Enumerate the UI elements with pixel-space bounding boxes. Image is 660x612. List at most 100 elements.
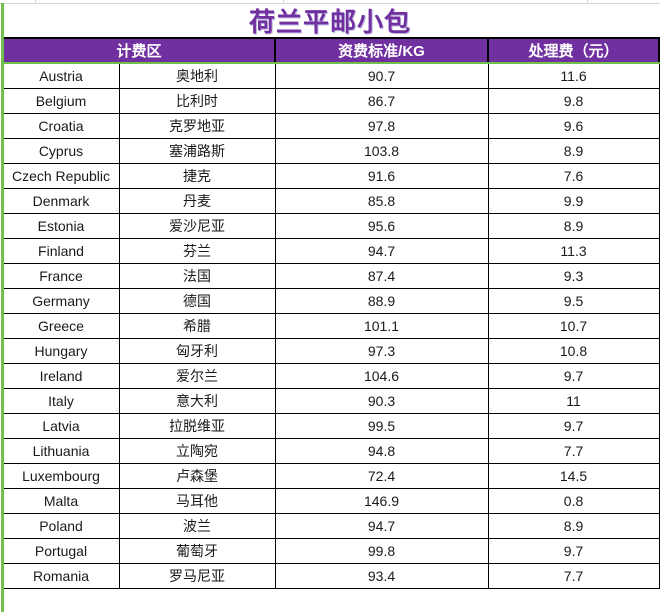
header-rate-per-kg[interactable]: 资费标准/KG — [274, 37, 490, 64]
cell-country-en[interactable]: Hungary — [2, 337, 120, 364]
page-title: 荷兰平邮小包 — [248, 7, 411, 37]
cell-country-en[interactable]: Greece — [2, 312, 120, 339]
cell-fee[interactable]: 10.8 — [487, 337, 660, 364]
cell-fee[interactable]: 9.8 — [487, 87, 660, 114]
cell-fee[interactable]: 11.3 — [487, 237, 660, 264]
cell-country-zh[interactable]: 希腊 — [118, 312, 276, 339]
cell-fee[interactable]: 8.9 — [487, 512, 660, 539]
cell-country-en[interactable]: Denmark — [2, 187, 120, 214]
cell-country-zh[interactable]: 意大利 — [118, 387, 276, 414]
cell-country-zh[interactable]: 波兰 — [118, 512, 276, 539]
cell-country-zh[interactable]: 马耳他 — [118, 487, 276, 514]
cell-fee[interactable]: 9.6 — [487, 112, 660, 139]
cell-country-en[interactable]: Portugal — [2, 537, 120, 564]
cell-rate[interactable]: 94.7 — [274, 237, 489, 264]
cell-fee[interactable]: 10.7 — [487, 312, 660, 339]
cell-country-zh[interactable]: 德国 — [118, 287, 276, 314]
cell-country-en[interactable]: Latvia — [2, 412, 120, 439]
cell-rate[interactable]: 97.8 — [274, 112, 489, 139]
cell-country-en[interactable]: Luxembourg — [2, 462, 120, 489]
cell-fee[interactable]: 11.6 — [487, 62, 660, 89]
table-row: Austria 奥地利 90.7 11.6 — [2, 62, 660, 89]
cell-rate[interactable]: 85.8 — [274, 187, 489, 214]
cell-country-zh[interactable]: 奥地利 — [118, 62, 276, 89]
cell-fee[interactable]: 9.3 — [487, 262, 660, 289]
cell-country-zh[interactable]: 塞浦路斯 — [118, 137, 276, 164]
cell-country-en[interactable]: France — [2, 262, 120, 289]
cell-rate[interactable]: 86.7 — [274, 87, 489, 114]
table-row: Denmark 丹麦 85.8 9.9 — [2, 187, 660, 214]
cell-rate[interactable]: 72.4 — [274, 462, 489, 489]
cell-country-en[interactable]: Cyprus — [2, 137, 120, 164]
cell-country-en[interactable]: Ireland — [2, 362, 120, 389]
header-handling-fee[interactable]: 处理费（元） — [487, 37, 660, 64]
cell-country-en[interactable]: Croatia — [2, 112, 120, 139]
cell-rate[interactable]: 94.8 — [274, 437, 489, 464]
cell-country-en[interactable]: Malta — [2, 487, 120, 514]
cell-rate[interactable]: 90.7 — [274, 62, 489, 89]
header-billing-zone[interactable]: 计费区 — [1, 37, 277, 64]
cell-country-zh[interactable]: 爱尔兰 — [118, 362, 276, 389]
cell-country-zh[interactable]: 罗马尼亚 — [118, 562, 276, 589]
cell-rate[interactable]: 90.3 — [274, 387, 489, 414]
cell-country-en[interactable]: Romania — [2, 562, 120, 589]
cell-country-en[interactable]: Poland — [2, 512, 120, 539]
cell-rate[interactable]: 99.8 — [274, 537, 489, 564]
cell-rate[interactable]: 104.6 — [274, 362, 489, 389]
cell-rate[interactable]: 95.6 — [274, 212, 489, 239]
table-header-row: 计费区 资费标准/KG 处理费（元） — [1, 37, 660, 64]
cell-fee[interactable]: 7.7 — [487, 562, 660, 589]
cell-country-zh[interactable]: 克罗地亚 — [118, 112, 276, 139]
title-cell[interactable]: 荷兰平邮小包 — [2, 4, 658, 37]
cell-country-zh[interactable]: 捷克 — [118, 162, 276, 189]
cell-country-en[interactable]: Lithuania — [2, 437, 120, 464]
cell-country-zh[interactable]: 匈牙利 — [118, 337, 276, 364]
cell-fee[interactable]: 14.5 — [487, 462, 660, 489]
cell-rate[interactable]: 99.5 — [274, 412, 489, 439]
cell-country-en[interactable]: Belgium — [2, 87, 120, 114]
cell-country-zh[interactable]: 法国 — [118, 262, 276, 289]
cell-country-zh[interactable]: 芬兰 — [118, 237, 276, 264]
cell-fee[interactable]: 9.7 — [487, 412, 660, 439]
cell-fee[interactable]: 8.9 — [487, 212, 660, 239]
cell-country-zh[interactable]: 卢森堡 — [118, 462, 276, 489]
cell-country-en[interactable]: Estonia — [2, 212, 120, 239]
cell-country-zh[interactable]: 葡萄牙 — [118, 537, 276, 564]
cell-fee[interactable]: 9.5 — [487, 287, 660, 314]
cell-fee[interactable]: 7.7 — [487, 437, 660, 464]
cell-rate[interactable]: 87.4 — [274, 262, 489, 289]
cell-fee[interactable]: 11 — [487, 387, 660, 414]
cell-country-zh[interactable]: 丹麦 — [118, 187, 276, 214]
cell-rate[interactable]: 103.8 — [274, 137, 489, 164]
cell-country-en[interactable]: Germany — [2, 287, 120, 314]
table-row: Greece 希腊 101.1 10.7 — [2, 312, 660, 339]
cell-fee[interactable]: 0.8 — [487, 487, 660, 514]
cell-country-en[interactable]: Finland — [2, 237, 120, 264]
cell-fee[interactable]: 7.6 — [487, 162, 660, 189]
cell-fee[interactable]: 8.9 — [487, 137, 660, 164]
cell-rate[interactable]: 94.7 — [274, 512, 489, 539]
table-row: Malta 马耳他 146.9 0.8 — [2, 487, 660, 514]
cell-fee[interactable]: 9.9 — [487, 187, 660, 214]
cell-rate[interactable]: 97.3 — [274, 337, 489, 364]
cell-rate[interactable]: 88.9 — [274, 287, 489, 314]
cell-fee[interactable]: 9.7 — [487, 362, 660, 389]
cell-country-zh[interactable]: 立陶宛 — [118, 437, 276, 464]
cell-rate[interactable]: 91.6 — [274, 162, 489, 189]
table-row: Lithuania 立陶宛 94.8 7.7 — [2, 437, 660, 464]
table-row: Romania 罗马尼亚 93.4 7.7 — [2, 562, 660, 589]
cell-country-zh[interactable]: 爱沙尼亚 — [118, 212, 276, 239]
page-break-line-vertical — [1, 3, 4, 612]
cell-country-en[interactable]: Czech Republic — [2, 162, 120, 189]
cell-rate[interactable]: 101.1 — [274, 312, 489, 339]
cell-rate[interactable]: 146.9 — [274, 487, 489, 514]
cell-rate[interactable]: 93.4 — [274, 562, 489, 589]
cell-country-zh[interactable]: 比利时 — [118, 87, 276, 114]
grid-row-sliver — [0, 0, 660, 4]
cell-country-zh[interactable]: 拉脱维亚 — [118, 412, 276, 439]
cell-fee[interactable]: 9.7 — [487, 537, 660, 564]
cell-country-en[interactable]: Italy — [2, 387, 120, 414]
cell-country-en[interactable]: Austria — [2, 62, 120, 89]
table-row: Estonia 爱沙尼亚 95.6 8.9 — [2, 212, 660, 239]
